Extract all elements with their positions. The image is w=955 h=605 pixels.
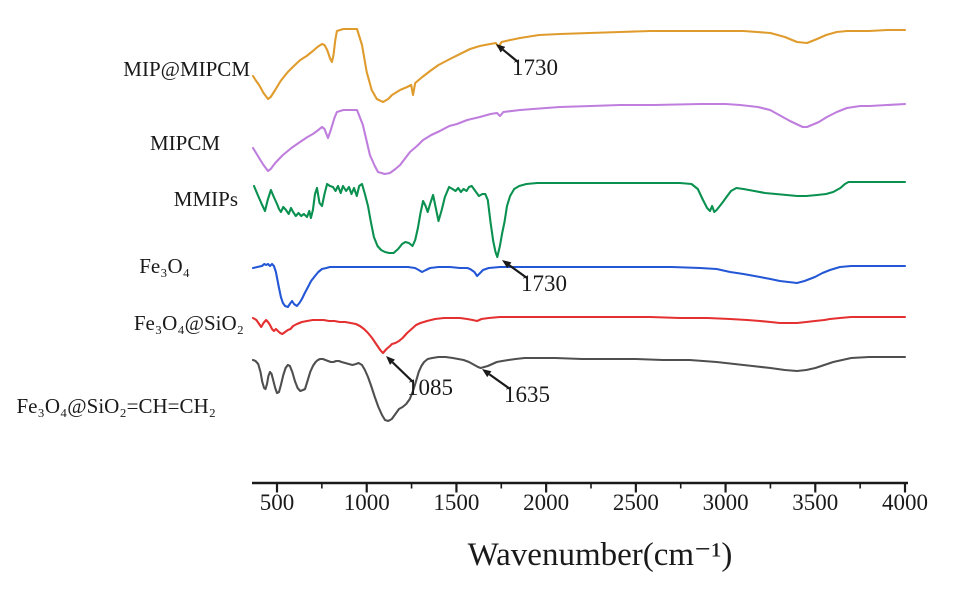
annotation-arrow-line — [508, 264, 528, 279]
x-tick-label: 1500 — [433, 490, 480, 515]
annotation-arrow-line — [391, 361, 414, 383]
annotation-arrowhead — [502, 260, 512, 269]
annotation-arrowhead — [386, 356, 395, 365]
annotation-1730-top: 1730 — [512, 55, 558, 80]
annotation-arrow-line — [502, 48, 519, 63]
x-tick-label: 2500 — [612, 490, 659, 515]
annotation-1635: 1635 — [504, 382, 550, 407]
annotation-arrowhead — [482, 369, 492, 378]
curve-fe3o4 — [251, 262, 907, 309]
annotation-1085: 1085 — [407, 375, 453, 400]
series-label-mip-at-mipcm: MIP@MIPCM — [123, 57, 250, 81]
x-tick-label: 3500 — [792, 490, 839, 515]
curve-fe3o4-sio2-vinyl — [251, 355, 907, 423]
series-label-mipcm: MIPCM — [149, 131, 220, 155]
x-tick-label: 1000 — [343, 490, 390, 515]
x-tick-label: 2000 — [523, 490, 570, 515]
curve-mipcm — [251, 102, 907, 176]
annotation-arrowhead — [496, 44, 506, 53]
curve-mmips — [252, 180, 907, 259]
x-axis-title: Wavenumber(cm⁻¹) — [467, 537, 733, 573]
x-tick-label: 4000 — [882, 490, 928, 515]
x-tick-label: 500 — [259, 490, 295, 515]
series-label-fe3o4-sio2-vinyl: Fe₃O₄@SiO₂=CH=CH₂ — [16, 394, 217, 418]
curve-mip-at-mipcm — [251, 27, 907, 104]
x-tick-label: 3000 — [702, 490, 749, 515]
series-label-fe3o4: Fe₃O₄ — [139, 254, 190, 278]
curve-fe3o4-sio2 — [251, 315, 907, 355]
annotation-arrow-line — [488, 373, 511, 390]
series-label-fe3o4-sio2: Fe₃O₄@SiO₂ — [133, 311, 244, 335]
annotation-1730-mid: 1730 — [521, 271, 567, 296]
series-label-mmips: MMIPs — [173, 187, 238, 211]
